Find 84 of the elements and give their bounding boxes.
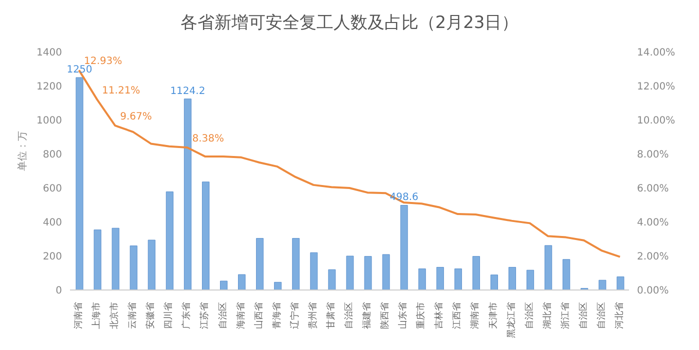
x-tick-label: 河北省 — [614, 302, 625, 329]
chart-title: 各省新增可安全复工人数及占比（2月23日） — [179, 12, 520, 35]
y2-tick-label: 2.00% — [637, 252, 669, 263]
x-tick-label: 上海市 — [91, 302, 102, 329]
x-tick-label: 自治区 — [524, 302, 535, 329]
y2-tick-label: 10.00% — [637, 116, 676, 127]
bar — [346, 256, 354, 290]
x-tick-label: 安徽省 — [145, 302, 156, 329]
x-tick-label: 自治区 — [217, 302, 228, 329]
x-tick-label: 海南省 — [235, 302, 246, 329]
data-label: 8.38% — [192, 134, 224, 145]
bar — [472, 256, 480, 290]
bar — [526, 270, 534, 290]
data-label: 11.21% — [102, 85, 140, 96]
y-tick-label: 200 — [42, 252, 62, 263]
x-tick-label: 黑龙江省 — [506, 302, 517, 338]
bar — [562, 259, 570, 290]
x-tick-label: 云南省 — [127, 302, 138, 329]
y-tick-label: 1000 — [36, 116, 62, 127]
x-tick-label: 陕西省 — [380, 302, 391, 329]
x-tick-label: 四川省 — [163, 302, 174, 329]
bar — [76, 77, 84, 290]
x-tick-label: 山西省 — [253, 302, 264, 329]
y2-tick-label: 0.00% — [637, 286, 669, 297]
bar — [256, 238, 264, 290]
x-tick-label: 自治区 — [344, 302, 354, 329]
bar — [292, 238, 300, 290]
y-tick-label: 400 — [42, 218, 62, 229]
data-label: 1124.2 — [170, 86, 206, 97]
bar — [130, 246, 138, 290]
bar — [184, 98, 192, 290]
y2-tick-label: 8.00% — [637, 150, 669, 161]
bar — [490, 274, 498, 290]
x-tick-label: 重庆市 — [416, 302, 427, 329]
y2-tick-label: 12.00% — [637, 82, 676, 93]
bar — [544, 245, 552, 290]
y-tick-label: 0 — [56, 286, 62, 297]
x-tick-label: 湖北省 — [542, 302, 553, 329]
x-tick-label: 河南省 — [73, 302, 84, 329]
bar — [400, 204, 408, 290]
x-tick-label: 吉林省 — [434, 302, 445, 329]
y-axis-title: 单位：万 — [16, 131, 29, 171]
x-tick-label: 江西省 — [452, 302, 463, 329]
x-tick-label: 山东省 — [398, 302, 409, 329]
x-tick-label: 浙江省 — [560, 302, 571, 329]
bar — [202, 182, 210, 290]
y-tick-label: 600 — [42, 184, 62, 195]
x-tick-label: 贵州省 — [307, 302, 318, 329]
y2-tick-label: 14.00% — [637, 48, 676, 59]
bar — [148, 240, 156, 290]
y2-tick-label: 4.00% — [637, 218, 669, 229]
x-tick-label: 福建省 — [362, 302, 373, 329]
bar — [418, 268, 426, 290]
bar — [112, 228, 120, 290]
x-tick-label: 天津市 — [488, 302, 499, 329]
bar — [94, 230, 102, 290]
bar — [616, 276, 624, 290]
bar — [220, 280, 228, 290]
bar — [364, 256, 372, 290]
bar — [328, 269, 336, 290]
x-tick-label: 辽宁省 — [289, 302, 300, 329]
bar — [454, 268, 462, 290]
x-tick-label: 北京市 — [109, 302, 120, 329]
x-tick-label: 湖南省 — [470, 302, 481, 329]
bar — [436, 266, 444, 290]
x-tick-label: 自治区 — [578, 302, 589, 329]
x-tick-label: 广东省 — [181, 302, 192, 329]
bar — [310, 252, 318, 290]
y-tick-label: 800 — [42, 150, 62, 161]
x-tick-label: 江苏省 — [199, 302, 210, 329]
bar — [274, 282, 282, 290]
y-tick-label: 1400 — [36, 48, 62, 59]
y2-tick-label: 6.00% — [637, 184, 669, 195]
x-tick-label: 青海省 — [271, 302, 282, 329]
x-tick-label: 甘肃省 — [325, 302, 336, 329]
bar — [382, 254, 390, 290]
x-tick-label: 自治区 — [596, 302, 607, 329]
y-tick-label: 1200 — [36, 82, 62, 93]
data-label: 1250 — [66, 64, 92, 76]
bar — [598, 280, 606, 290]
bar — [166, 191, 174, 290]
data-label: 9.67% — [120, 112, 152, 123]
bar — [508, 266, 516, 290]
bar — [238, 274, 246, 290]
